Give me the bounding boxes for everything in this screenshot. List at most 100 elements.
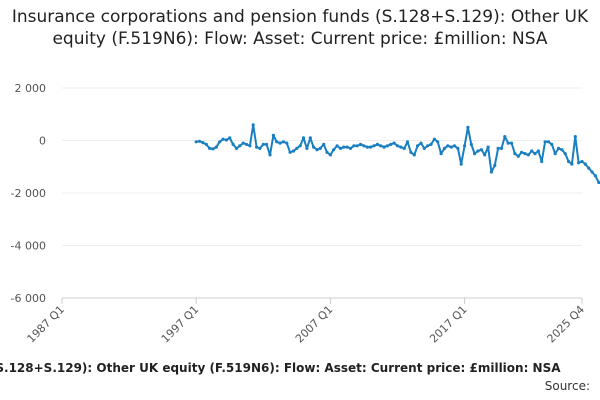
data-point (476, 149, 480, 153)
data-point (271, 133, 275, 137)
data-point (496, 146, 500, 150)
data-point (392, 141, 396, 145)
data-point (422, 146, 426, 150)
data-point (483, 153, 487, 157)
data-point (382, 145, 386, 149)
data-point (536, 149, 541, 153)
data-point (479, 148, 483, 152)
data-point (248, 144, 252, 148)
data-point (520, 150, 524, 154)
data-point (241, 141, 245, 145)
data-point (194, 140, 198, 144)
data-point (197, 139, 202, 143)
data-point (214, 145, 218, 149)
data-point (556, 146, 561, 150)
data-point (553, 152, 557, 156)
data-point (268, 153, 272, 157)
data-point (469, 142, 473, 146)
data-point (570, 162, 574, 166)
data-point (466, 125, 470, 129)
data-point (516, 154, 520, 158)
y-tick-label: 2 000 (15, 82, 47, 95)
data-point (338, 146, 343, 150)
data-point (389, 142, 393, 146)
data-point (325, 150, 329, 154)
data-point (597, 180, 600, 185)
data-point (352, 144, 356, 148)
x-tick-label: 1987 Q1 (25, 303, 68, 346)
data-point (328, 153, 332, 157)
data-point (509, 141, 514, 145)
caption-text: Insurance corporations and pension funds… (0, 361, 561, 375)
x-tick-label: 1997 Q1 (159, 303, 202, 346)
data-point (439, 152, 443, 156)
data-point (218, 140, 222, 144)
data-point (305, 146, 309, 150)
data-point (275, 140, 279, 144)
data-point (533, 152, 537, 156)
y-tick-label: -2 000 (11, 187, 46, 200)
data-point (412, 153, 416, 157)
x-tick-label: 2025 Q4 (545, 303, 588, 346)
chart-title: Insurance corporations and pension funds… (11, 7, 589, 49)
data-point (580, 159, 584, 164)
data-point (278, 141, 282, 145)
data-point (530, 149, 534, 153)
data-point (375, 142, 379, 146)
y-axis: 2 000 0 -2 000 -4 000 -6 000 (11, 82, 46, 305)
y-tick-label: -4 000 (11, 240, 46, 253)
data-point (426, 144, 430, 148)
x-tick-label: 2017 Q1 (427, 303, 470, 346)
data-point (251, 123, 255, 127)
data-point (348, 146, 353, 150)
data-point (399, 145, 403, 149)
data-point (543, 140, 547, 144)
data-point (362, 144, 366, 148)
data-point (204, 142, 208, 146)
data-point (288, 150, 292, 154)
data-point (402, 146, 406, 150)
data-point (295, 146, 299, 150)
data-point (211, 147, 215, 151)
data-point (446, 144, 450, 148)
data-point (563, 152, 567, 156)
data-point (449, 145, 453, 149)
data-point (463, 144, 467, 148)
data-point (291, 149, 296, 153)
data-point (452, 144, 457, 148)
data-point (573, 135, 577, 139)
data-point (318, 146, 322, 150)
data-point (201, 141, 205, 145)
data-point (261, 142, 265, 146)
data-point (315, 148, 319, 152)
data-point (567, 159, 571, 164)
data-point (345, 145, 349, 149)
data-point (456, 146, 460, 150)
data-point (308, 136, 312, 140)
data-point (405, 140, 410, 144)
data-point (298, 144, 302, 148)
data-point (231, 142, 235, 146)
x-tick-label: 2007 Q1 (293, 303, 336, 346)
x-axis-labels: 1987 Q1 1997 Q1 2007 Q1 2017 Q1 2025 Q4 (25, 298, 588, 346)
data-point (255, 145, 259, 149)
data-point (593, 174, 598, 178)
data-point (369, 145, 373, 149)
y-tick-label: 0 (39, 135, 46, 148)
data-point (234, 146, 239, 150)
data-point (442, 146, 447, 150)
data-point (301, 136, 306, 140)
data-point (493, 163, 497, 167)
data-point (432, 137, 436, 141)
data-point (540, 159, 544, 164)
data-point (244, 142, 249, 146)
data-point (513, 152, 517, 156)
series (194, 123, 600, 185)
data-point (577, 161, 581, 165)
data-point (503, 135, 507, 139)
source-label: Source: (544, 379, 590, 393)
data-point (322, 142, 326, 146)
data-point (285, 141, 289, 145)
data-point (224, 138, 228, 142)
